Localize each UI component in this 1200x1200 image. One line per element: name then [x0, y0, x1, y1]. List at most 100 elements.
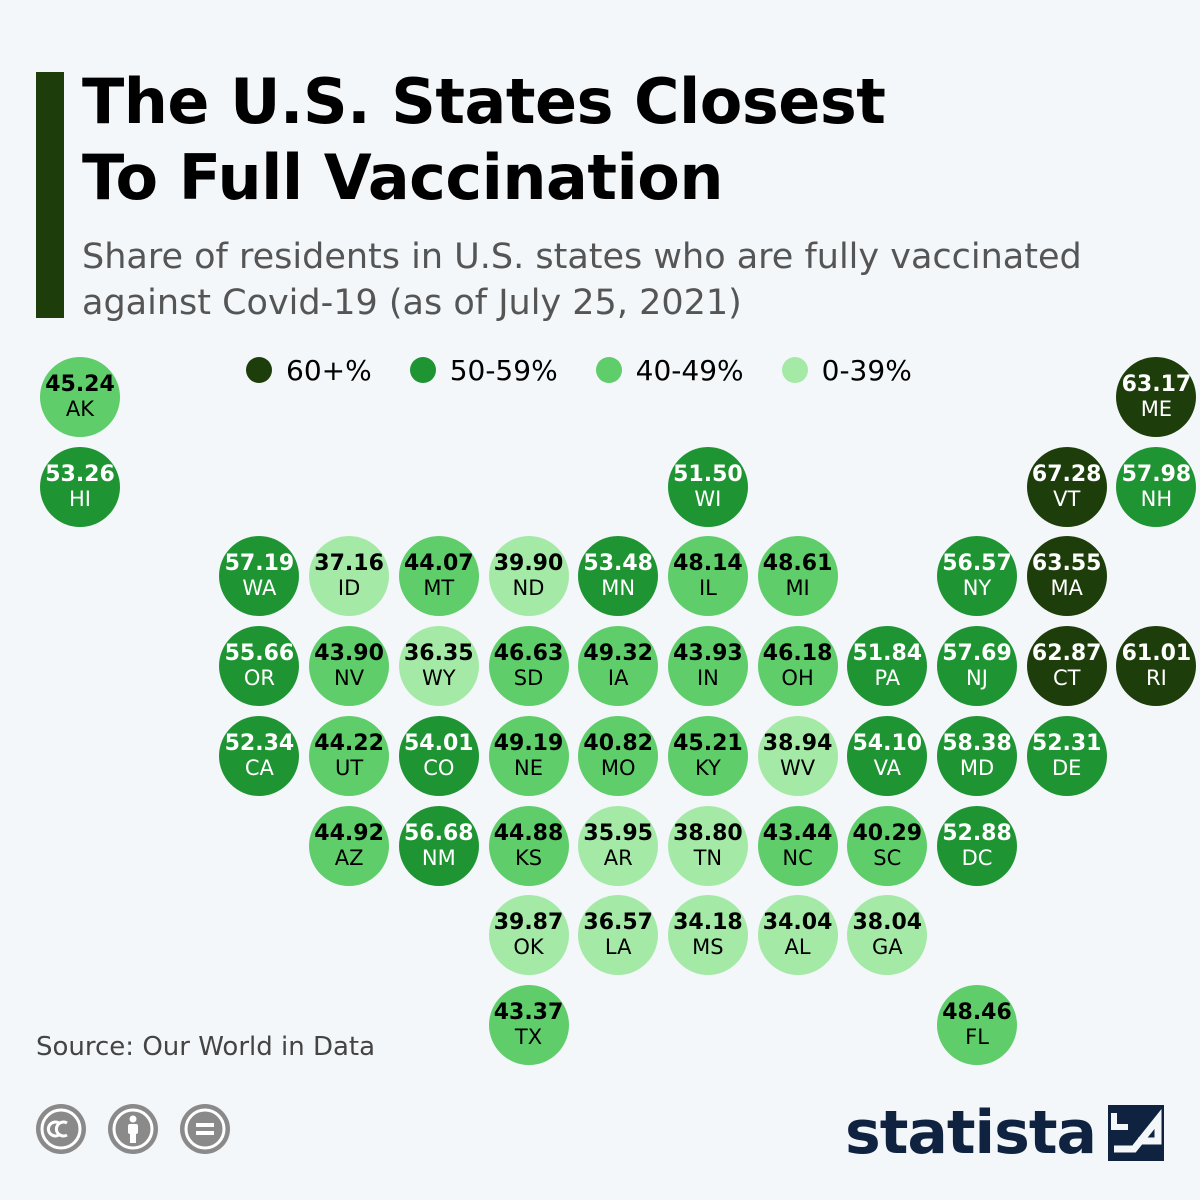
state-value-label: 46.18 [762, 641, 833, 667]
state-abbr-label: NY [962, 576, 992, 601]
state-abbr-label: WA [242, 576, 277, 601]
state-abbr-label: CT [1052, 666, 1081, 691]
state-bubble-ar: 35.95 AR [578, 805, 659, 886]
legend-item-40-49: 40-49% [595, 354, 744, 387]
state-abbr-label: NH [1140, 486, 1173, 511]
state-bubble-wy: 36.35 WY [398, 626, 479, 707]
state-bubble-ms: 34.18 MS [667, 895, 748, 976]
state-value-label: 52.31 [1031, 730, 1102, 756]
state-bubble-wa: 57.19 WA [219, 536, 300, 617]
state-value-label: 44.88 [493, 820, 564, 846]
state-value-label: 38.04 [852, 910, 923, 936]
state-abbr-label: IA [607, 666, 629, 691]
state-value-label: 61.01 [1121, 641, 1192, 667]
source-note: Source: Our World in Data [36, 1032, 376, 1062]
state-abbr-label: IL [698, 576, 717, 601]
legend-swatch-0-39 [781, 357, 808, 383]
state-bubble-nd: 39.90 ND [488, 536, 569, 617]
legend-label-0-39: 0-39% [821, 353, 912, 387]
statista-wordmark: statista [844, 1098, 1097, 1168]
state-value-label: 39.87 [493, 910, 564, 936]
state-abbr-label: SD [513, 666, 544, 691]
state-value-label: 38.94 [762, 730, 833, 756]
state-abbr-label: WI [694, 486, 722, 511]
state-bubble-ak: 45.24 AK [40, 357, 120, 437]
state-value-label: 56.57 [942, 551, 1012, 577]
state-abbr-label: MD [959, 755, 995, 780]
state-bubble-fl: 48.46 FL [937, 984, 1017, 1065]
state-value-label: 44.07 [404, 551, 474, 577]
state-value-label: 58.38 [942, 730, 1012, 756]
state-value-label: 48.14 [673, 551, 743, 577]
state-abbr-label: AR [603, 845, 633, 870]
state-abbr-label: ID [337, 576, 361, 601]
title-accent-bar [36, 72, 64, 318]
state-value-label: 52.88 [942, 820, 1012, 846]
state-value-label: 46.63 [493, 641, 564, 667]
chart-title-line-2: To Full Vaccination [82, 141, 724, 214]
state-value-label: 36.57 [583, 910, 653, 936]
state-value-label: 63.17 [1121, 372, 1192, 397]
state-value-label: 35.95 [583, 820, 653, 846]
state-bubble-ri: 61.01 RI [1116, 626, 1197, 707]
state-abbr-label: NE [514, 755, 543, 780]
attribution-icon [108, 1104, 158, 1154]
state-abbr-label: AL [784, 935, 811, 960]
chart-title-line-1: The U.S. States Closest [82, 65, 886, 138]
state-bubble-sc: 40.29 SC [847, 805, 928, 886]
cc-icon [36, 1104, 86, 1154]
state-bubble-va: 54.10 VA [847, 715, 928, 796]
state-abbr-label: NV [334, 666, 365, 691]
state-abbr-label: MS [692, 935, 724, 960]
state-bubble-ne: 49.19 NE [488, 715, 569, 796]
chart-subtitle: Share of residents in U.S. states who ar… [82, 234, 1182, 326]
chart-subtitle-line-2: against Covid-19 (as of July 25, 2021) [82, 283, 742, 323]
state-abbr-label: WY [422, 666, 456, 691]
state-bubble-az: 44.92 AZ [309, 805, 390, 886]
state-abbr-label: GA [871, 935, 903, 960]
state-bubble-id: 37.16 ID [309, 536, 390, 617]
chart-subtitle-line-1: Share of residents in U.S. states who ar… [82, 237, 1082, 277]
legend: 60+% 50-59% 40-49% 0-39% [246, 352, 950, 388]
state-bubble-tn: 38.80 TN [667, 805, 748, 886]
legend-item-0-39: 0-39% [781, 353, 912, 387]
state-bubble-nm: 56.68 NM [398, 805, 479, 886]
state-value-label: 57.98 [1121, 461, 1192, 487]
state-abbr-label: KY [694, 755, 721, 780]
state-bubble-mo: 40.82 MO [578, 715, 659, 796]
state-bubble-ky: 45.21 KY [667, 715, 748, 796]
state-abbr-label: OH [781, 666, 814, 691]
state-abbr-label: TX [514, 1024, 543, 1049]
state-value-label: 40.29 [852, 820, 923, 846]
state-bubble-nv: 43.90 NV [309, 626, 390, 707]
state-abbr-label: UT [334, 755, 364, 780]
state-bubble-or: 55.66 OR [219, 626, 300, 707]
state-value-label: 51.84 [852, 641, 923, 667]
state-abbr-label: CO [423, 755, 455, 780]
state-bubble-ia: 49.32 IA [578, 626, 659, 707]
state-abbr-label: MO [600, 755, 636, 780]
state-abbr-label: MT [423, 576, 455, 601]
state-abbr-label: ND [512, 576, 545, 601]
state-bubble-ok: 39.87 OK [488, 895, 569, 976]
state-abbr-label: VT [1053, 486, 1081, 511]
state-value-label: 62.87 [1031, 641, 1102, 667]
legend-item-60-plus: 60+% [246, 354, 372, 387]
state-abbr-label: SC [873, 845, 902, 870]
state-value-label: 39.90 [493, 551, 564, 577]
state-abbr-label: NM [421, 845, 456, 870]
state-bubble-vt: 67.28 VT [1026, 446, 1107, 527]
state-bubble-ct: 62.87 CT [1026, 626, 1107, 707]
chart-title: The U.S. States Closest To Full Vaccinat… [82, 64, 886, 216]
state-value-label: 57.69 [942, 641, 1012, 667]
state-bubble-ca: 52.34 CA [219, 715, 300, 796]
state-value-label: 49.32 [583, 641, 653, 667]
state-bubble-nh: 57.98 NH [1116, 446, 1197, 527]
state-value-label: 36.35 [404, 641, 474, 667]
state-abbr-label: KS [514, 845, 543, 870]
state-abbr-label: CA [244, 755, 274, 780]
state-bubble-md: 58.38 MD [937, 715, 1017, 796]
state-bubble-nc: 43.44 NC [757, 805, 838, 886]
state-abbr-label: PA [874, 666, 901, 691]
state-abbr-label: LA [604, 935, 632, 960]
